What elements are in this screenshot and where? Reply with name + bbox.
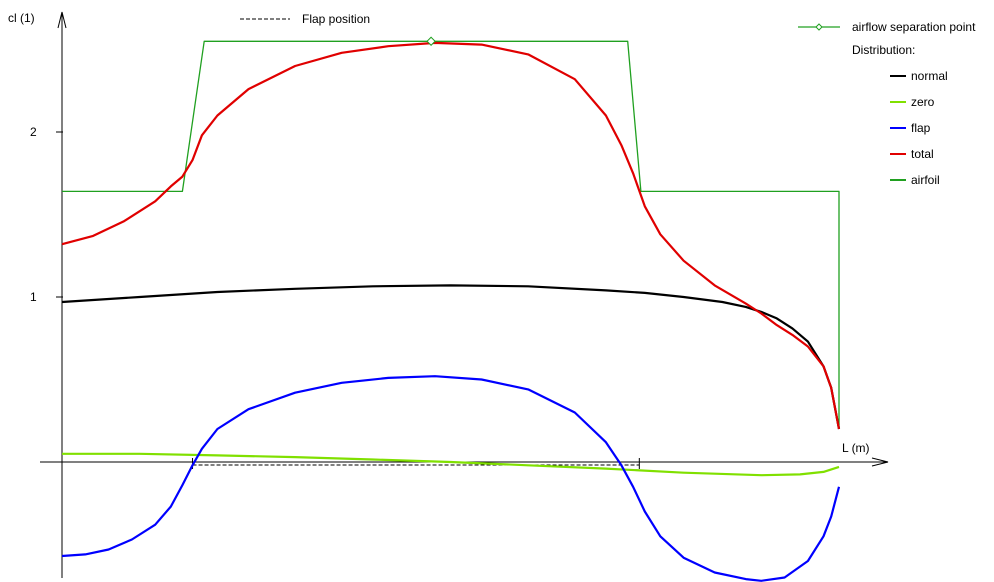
y-tick-label-1: 1 — [30, 290, 37, 304]
x-axis-arrow — [871, 457, 889, 467]
legend-flap-position-label: Flap position — [302, 12, 370, 26]
legend-separation-marker — [815, 23, 823, 31]
legend-airfoil-label: airfoil — [911, 173, 940, 187]
legend-total-label: total — [911, 147, 934, 161]
x-axis-label: L (m) — [842, 441, 870, 455]
series-line-flap — [61, 375, 841, 582]
series-layer — [61, 36, 841, 582]
y-axis-arrow — [57, 11, 67, 29]
separation-point-marker — [426, 36, 436, 46]
series-line-normal — [61, 284, 841, 430]
legend-zero-label: zero — [911, 95, 935, 109]
y-axis-label: cl (1) — [8, 11, 35, 25]
series-line-airfoil — [62, 40, 840, 429]
legend-separation-label: airflow separation point — [852, 20, 976, 34]
legend-normal-label: normal — [911, 69, 948, 83]
y-tick-label-2: 2 — [30, 125, 37, 139]
legend-distribution-title: Distribution: — [852, 43, 915, 57]
legend: Flap position airflow separation point D… — [240, 12, 976, 187]
series-line-zero — [62, 452, 840, 477]
legend-flap-label: flap — [911, 121, 931, 135]
series-line-total — [61, 41, 841, 430]
